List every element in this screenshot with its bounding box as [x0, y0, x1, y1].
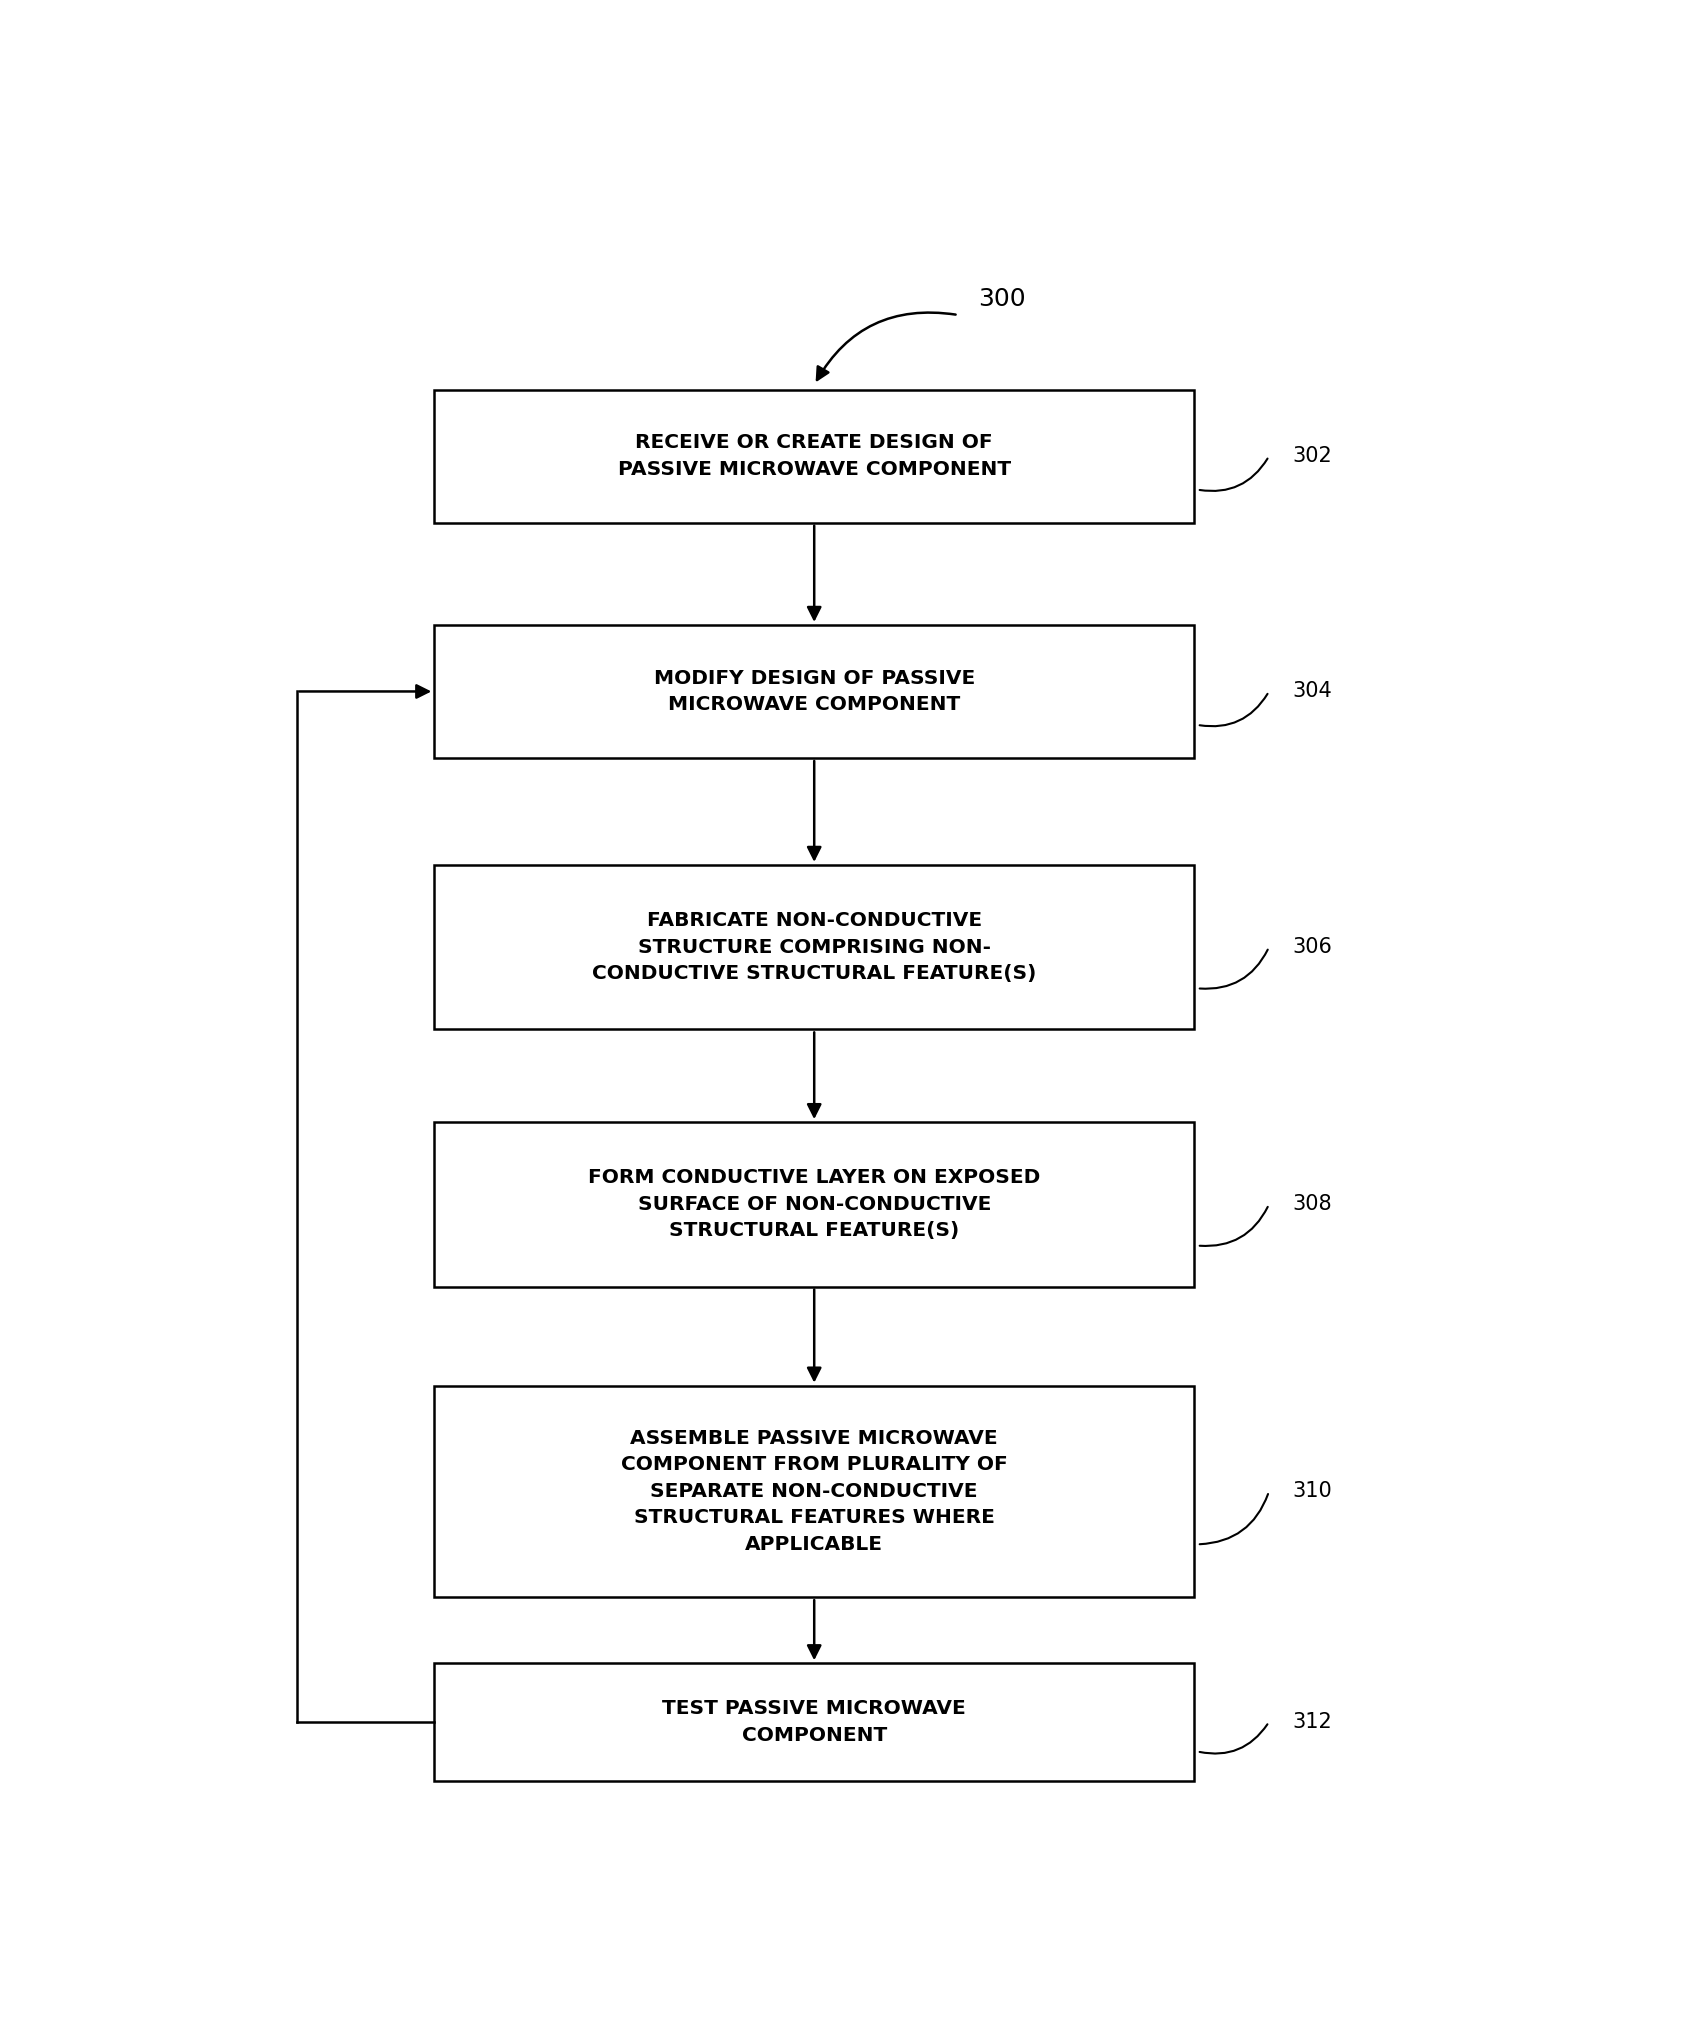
- FancyBboxPatch shape: [435, 1662, 1194, 1780]
- FancyBboxPatch shape: [435, 1122, 1194, 1287]
- Text: 302: 302: [1292, 446, 1333, 466]
- Text: 306: 306: [1292, 937, 1333, 957]
- Text: 310: 310: [1292, 1481, 1333, 1501]
- Text: 312: 312: [1292, 1711, 1333, 1731]
- Text: TEST PASSIVE MICROWAVE
COMPONENT: TEST PASSIVE MICROWAVE COMPONENT: [663, 1699, 966, 1746]
- Text: MODIFY DESIGN OF PASSIVE
MICROWAVE COMPONENT: MODIFY DESIGN OF PASSIVE MICROWAVE COMPO…: [654, 668, 974, 715]
- FancyBboxPatch shape: [435, 866, 1194, 1029]
- Text: 300: 300: [977, 287, 1026, 312]
- Text: 308: 308: [1292, 1194, 1333, 1214]
- Text: 304: 304: [1292, 682, 1333, 701]
- FancyBboxPatch shape: [435, 625, 1194, 758]
- Text: FABRICATE NON-CONDUCTIVE
STRUCTURE COMPRISING NON-
CONDUCTIVE STRUCTURAL FEATURE: FABRICATE NON-CONDUCTIVE STRUCTURE COMPR…: [592, 911, 1037, 984]
- FancyBboxPatch shape: [435, 389, 1194, 524]
- Text: FORM CONDUCTIVE LAYER ON EXPOSED
SURFACE OF NON-CONDUCTIVE
STRUCTURAL FEATURE(S): FORM CONDUCTIVE LAYER ON EXPOSED SURFACE…: [588, 1169, 1040, 1241]
- Text: RECEIVE OR CREATE DESIGN OF
PASSIVE MICROWAVE COMPONENT: RECEIVE OR CREATE DESIGN OF PASSIVE MICR…: [617, 434, 1011, 479]
- Text: ASSEMBLE PASSIVE MICROWAVE
COMPONENT FROM PLURALITY OF
SEPARATE NON-CONDUCTIVE
S: ASSEMBLE PASSIVE MICROWAVE COMPONENT FRO…: [621, 1428, 1008, 1554]
- FancyBboxPatch shape: [435, 1385, 1194, 1597]
